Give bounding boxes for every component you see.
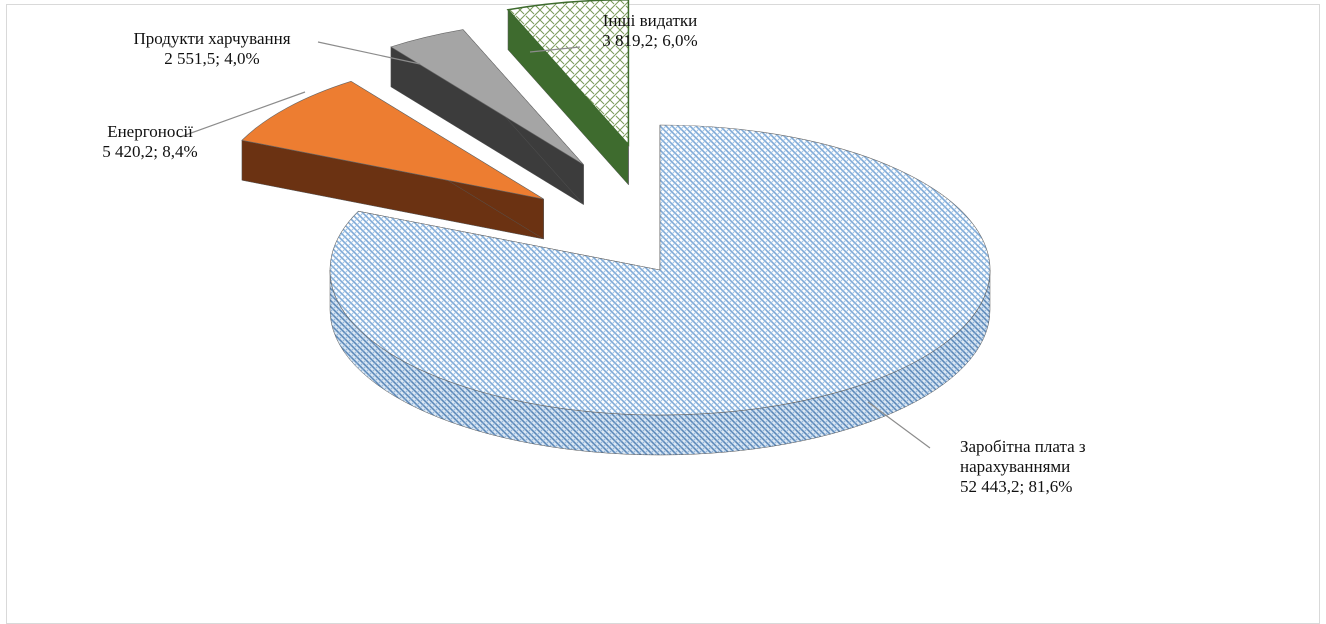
pie-slice-2 [241,80,544,240]
data-label-2: Енергоносії 5 420,2; 8,4% [102,122,197,161]
data-label-1: Заробітна плата з нарахуваннями 52 443,2; … [960,437,1086,496]
pie-slice-1 [329,124,991,456]
data-label-3: Продукти харчування 2 551,5; 4,0% [133,29,290,68]
pie-slice-4 [506,0,630,186]
data-label-4: Інші видатки 3 819,2; 6,0% [602,11,697,50]
leader-line-3 [317,41,421,65]
leader-line-4 [529,46,581,53]
leader-line-2 [179,91,306,138]
pie-slice-3 [390,28,584,206]
leader-line-1 [867,401,931,449]
pie-chart: Заробітна плата з нарахуваннями 52 443,2; … [102,0,1086,496]
